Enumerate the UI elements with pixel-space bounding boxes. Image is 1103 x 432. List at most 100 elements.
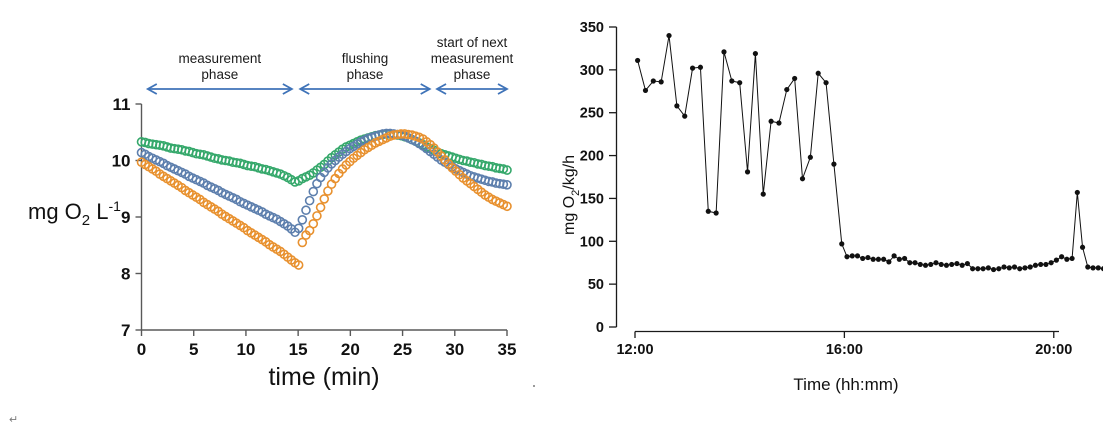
- data-point-marker: [784, 86, 790, 93]
- data-point-marker: [1074, 189, 1080, 196]
- data-point-marker: [1006, 265, 1012, 271]
- left-y-tick-label: 11: [113, 95, 131, 114]
- data-point-marker: [807, 154, 813, 160]
- left-chart-svg: 7 8 9 10 11 0 5 10 15 20 25 30 35 measurement phase f…: [28, 35, 517, 391]
- data-point-marker: [650, 78, 656, 84]
- data-point-marker: [697, 64, 704, 70]
- data-point-marker: [1022, 265, 1028, 271]
- data-point-marker: [737, 80, 743, 86]
- data-point-marker: [891, 253, 897, 259]
- data-point-marker: [1090, 265, 1096, 271]
- data-point-marker: [964, 260, 970, 267]
- data-point-marker: [1043, 261, 1049, 268]
- data-point-marker: [839, 241, 845, 247]
- data-point-marker: [917, 261, 923, 268]
- data-point-marker: [498, 179, 509, 190]
- data-point-marker: [1079, 244, 1086, 250]
- data-point-marker: [954, 260, 960, 267]
- data-point-marker: [912, 260, 918, 266]
- data-point-marker: [297, 215, 308, 225]
- data-point-marker: [970, 266, 976, 272]
- phase-arrow-head-right: [420, 83, 432, 95]
- left-chart-panel: 7 8 9 10 11 0 5 10 15 20 25 30 35 measurement phase f…: [0, 0, 551, 432]
- data-point-marker: [959, 262, 965, 268]
- data-point-marker: [870, 256, 876, 262]
- data-point-marker: [943, 262, 950, 268]
- left-x-tick-label: 25: [393, 340, 412, 359]
- data-point-marker: [293, 260, 304, 270]
- data-point-marker: [831, 161, 837, 167]
- data-point-marker: [881, 256, 887, 262]
- data-point-marker: [312, 211, 322, 221]
- left-series-group: [136, 128, 512, 270]
- left-y-tick-label: 9: [121, 208, 130, 227]
- data-point-marker: [886, 259, 892, 265]
- data-point-marker: [928, 261, 934, 268]
- left-y-tick-label: 10: [112, 152, 131, 171]
- data-point-marker: [768, 118, 774, 124]
- data-point-marker: [502, 179, 512, 190]
- data-point-marker: [1038, 261, 1044, 268]
- data-point-marker: [907, 260, 913, 266]
- data-point-marker: [721, 49, 727, 55]
- data-point-marker: [922, 262, 929, 268]
- right-y-tick-label: 50: [588, 277, 604, 293]
- data-point-marker: [980, 266, 986, 272]
- left-y-tick-label: 8: [121, 265, 130, 284]
- data-point-marker: [875, 256, 882, 262]
- data-point-marker: [705, 208, 711, 214]
- left-x-tick-label: 5: [189, 340, 198, 359]
- data-point-marker: [760, 191, 766, 197]
- right-chart-axes: [615, 27, 1059, 333]
- phase-arrow-head-left: [298, 83, 310, 95]
- left-x-tick-label: 35: [498, 340, 517, 359]
- series-line: [637, 35, 1103, 271]
- data-point-marker: [799, 176, 806, 182]
- left-series-replicate-2-blue: [136, 128, 512, 238]
- data-point-marker: [949, 261, 955, 268]
- data-point-marker: [792, 75, 798, 82]
- data-point-marker: [975, 266, 981, 272]
- phase-label-start-of-next-measurement-phase: start of next measurement phase: [431, 35, 514, 82]
- right-x-tick-label: 12:00: [616, 342, 653, 358]
- data-point-marker: [304, 195, 315, 206]
- data-point-marker: [1059, 254, 1065, 260]
- data-point-marker: [744, 169, 751, 175]
- data-point-marker: [815, 70, 821, 76]
- data-point-marker: [635, 57, 641, 64]
- data-point-marker: [315, 202, 326, 213]
- left-x-axis-title: time (min): [268, 363, 379, 391]
- right-y-tick-label: 200: [580, 149, 604, 165]
- right-y-axis-title: mg O2/kg/h: [561, 155, 582, 235]
- phase-arrow-head-right: [282, 83, 294, 95]
- left-x-tick-label: 30: [445, 340, 464, 359]
- data-point-marker: [996, 266, 1002, 272]
- data-point-marker: [308, 186, 319, 197]
- left-y-axis-title: mg O2 L-1: [28, 198, 121, 229]
- data-point-marker: [308, 218, 319, 229]
- data-point-marker: [752, 50, 758, 57]
- right-y-tick-group: 0 50 100 150 200 250 300 350: [580, 20, 617, 336]
- data-point-marker: [1085, 264, 1091, 270]
- data-point-marker: [297, 237, 308, 248]
- data-point-marker: [938, 261, 944, 268]
- left-chart-axes: [140, 104, 507, 331]
- right-x-tick-label: 20:00: [1035, 342, 1072, 358]
- data-point-marker: [682, 113, 688, 119]
- data-point-marker: [823, 80, 829, 86]
- data-point-marker: [1032, 262, 1039, 268]
- data-point-marker: [1001, 264, 1007, 270]
- data-point-marker: [689, 65, 696, 71]
- data-point-marker: [642, 87, 649, 94]
- data-point-marker: [901, 255, 908, 262]
- data-point-marker: [1095, 265, 1101, 271]
- data-point-marker: [319, 194, 330, 204]
- data-point-marker: [293, 223, 304, 234]
- data-point-marker: [990, 266, 997, 273]
- right-y-tick-label: 250: [580, 106, 604, 122]
- right-series-group: [635, 32, 1103, 273]
- data-point-marker: [865, 254, 871, 261]
